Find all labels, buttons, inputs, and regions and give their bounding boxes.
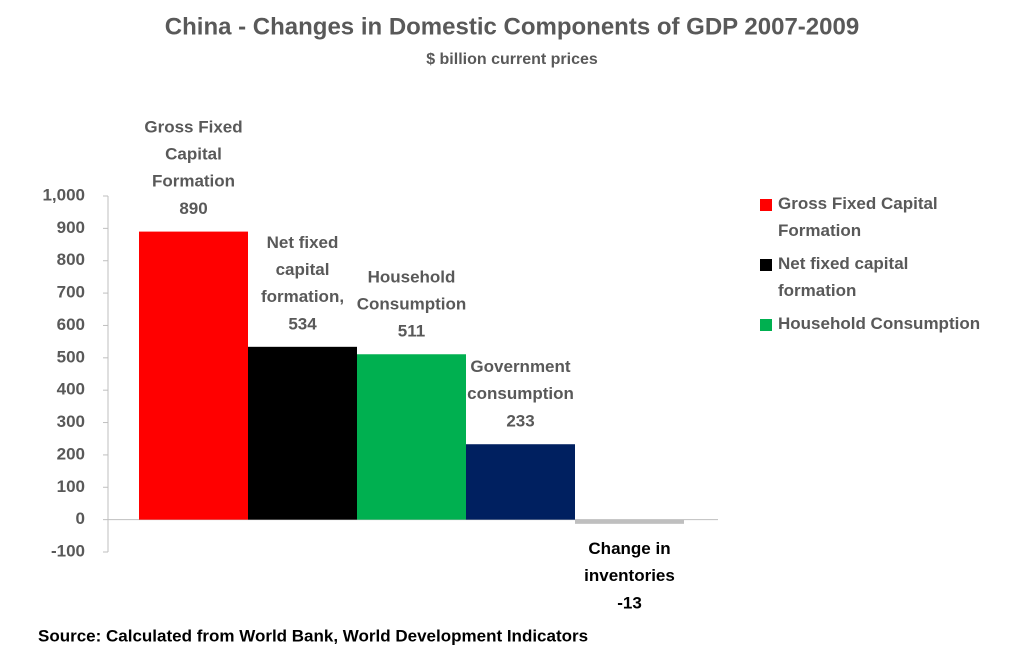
y-tick-label: 800 bbox=[57, 250, 85, 269]
category-label: Net fixed capital formation, bbox=[261, 233, 344, 306]
category-label: Change in inventories bbox=[584, 539, 675, 585]
bar bbox=[466, 444, 575, 520]
y-tick-label: 900 bbox=[57, 218, 85, 237]
legend-label: Net fixed capital formation bbox=[778, 254, 908, 300]
y-tick-label: 200 bbox=[57, 444, 85, 463]
legend-swatch bbox=[760, 199, 772, 211]
category-label: Gross Fixed Capital Formation bbox=[144, 118, 242, 191]
y-tick-label: 300 bbox=[57, 412, 85, 431]
legend-swatch bbox=[760, 259, 772, 271]
legend-label: Household Consumption bbox=[778, 314, 980, 333]
y-tick-label: 500 bbox=[57, 347, 85, 366]
value-label: 890 bbox=[179, 199, 207, 218]
chart-title: China - Changes in Domestic Components o… bbox=[165, 13, 859, 40]
chart-subtitle: $ billion current prices bbox=[426, 51, 598, 68]
y-tick-label: 100 bbox=[57, 477, 85, 496]
y-tick-label: -100 bbox=[51, 541, 85, 560]
value-label: -13 bbox=[617, 593, 642, 612]
y-tick-label: 400 bbox=[57, 380, 85, 399]
value-label: 233 bbox=[506, 412, 534, 431]
category-label: Government consumption bbox=[467, 358, 574, 404]
legend-swatch bbox=[760, 319, 772, 331]
value-label: 511 bbox=[398, 322, 425, 341]
y-tick-label: 700 bbox=[57, 283, 85, 302]
y-tick-label: 600 bbox=[57, 315, 85, 334]
category-label: Household Consumption bbox=[357, 268, 467, 314]
bar bbox=[139, 231, 248, 520]
bar bbox=[357, 354, 466, 520]
legend-label: Gross Fixed Capital Formation bbox=[778, 194, 938, 240]
bar bbox=[248, 346, 357, 520]
source-note: Source: Calculated from World Bank, Worl… bbox=[38, 626, 588, 645]
bar bbox=[575, 519, 684, 524]
value-label: 534 bbox=[288, 314, 317, 333]
y-tick-label: 0 bbox=[76, 509, 85, 528]
y-tick-label: 1,000 bbox=[42, 185, 85, 204]
